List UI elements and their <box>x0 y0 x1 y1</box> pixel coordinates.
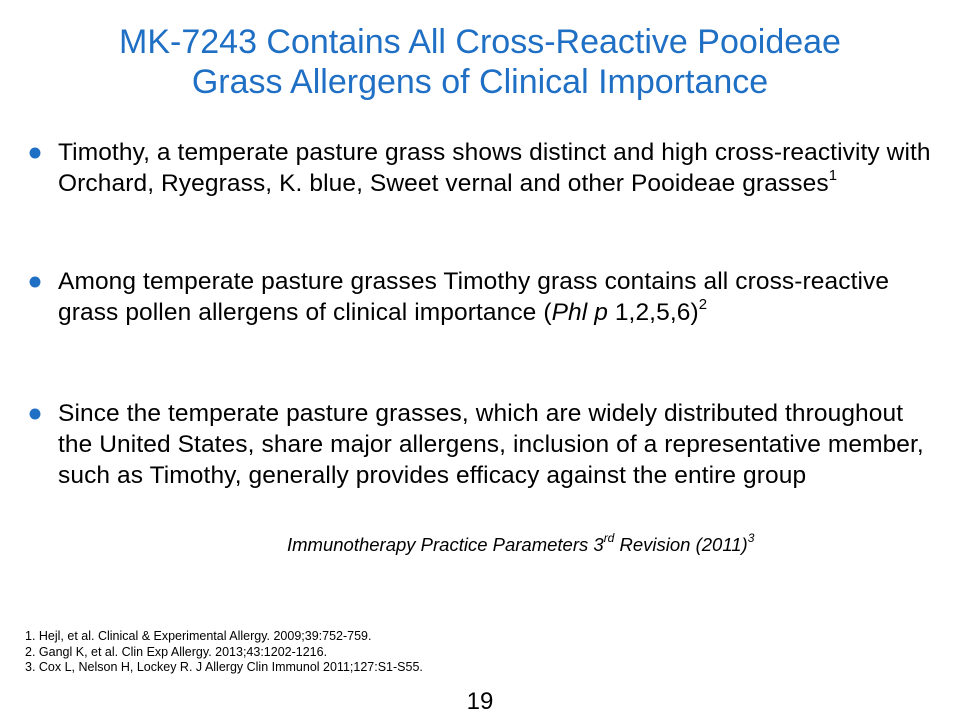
slide-title-line-2: Grass Allergens of Clinical Importance <box>191 63 769 101</box>
source-citation: Immunotherapy Practice Parameters 3rd Re… <box>287 530 755 557</box>
bullet-icon <box>29 408 41 420</box>
references-list: 1. Hejl, et al. Clinical & Experimental … <box>25 629 423 676</box>
bullet-text: Since the temperate pasture grasses, whi… <box>58 398 944 491</box>
reference-item: 3. Cox L, Nelson H, Lockey R. J Allergy … <box>25 660 423 674</box>
page-number: 19 <box>466 688 494 715</box>
reference-item: 1. Hejl, et al. Clinical & Experimental … <box>25 629 372 643</box>
citation-prefix: Immunotherapy Practice Parameters 3 <box>287 534 604 555</box>
bullet-body: Among temperate pasture grasses Timothy … <box>58 268 890 326</box>
slide-title-line-1: MK-7243 Contains All Cross-Reactive Pooi… <box>119 23 841 61</box>
species-name: Phl p <box>551 299 608 326</box>
reference-superscript: 3 <box>747 530 755 545</box>
reference-item: 2. Gangl K, et al. Clin Exp Allergy. 201… <box>25 644 328 659</box>
bullet-item-timothy-cross-reactivity: Timothy, a temperate pasture grass shows… <box>24 137 944 199</box>
bullet-body: Timothy, a temperate pasture grass shows… <box>58 139 931 197</box>
bullet-body-end: 1,2,5,6) <box>607 299 699 326</box>
bullet-text: Among temperate pasture grasses Timothy … <box>58 266 944 328</box>
bullet-item-timothy-allergens: Among temperate pasture grasses Timothy … <box>24 266 944 328</box>
reference-superscript: 2 <box>698 295 708 313</box>
reference-superscript: 1 <box>828 166 838 184</box>
slide-title: MK-7243 Contains All Cross-Reactive Pooi… <box>0 22 960 102</box>
bullet-text: Timothy, a temperate pasture grass shows… <box>58 137 944 199</box>
bullet-icon <box>29 276 41 288</box>
bullet-item-representative-member: Since the temperate pasture grasses, whi… <box>24 398 944 491</box>
bullet-icon <box>29 147 41 159</box>
bullet-body: Since the temperate pasture grasses, whi… <box>58 400 924 489</box>
citation-ordinal: rd <box>603 530 615 545</box>
citation-suffix: Revision (2011) <box>614 534 748 555</box>
